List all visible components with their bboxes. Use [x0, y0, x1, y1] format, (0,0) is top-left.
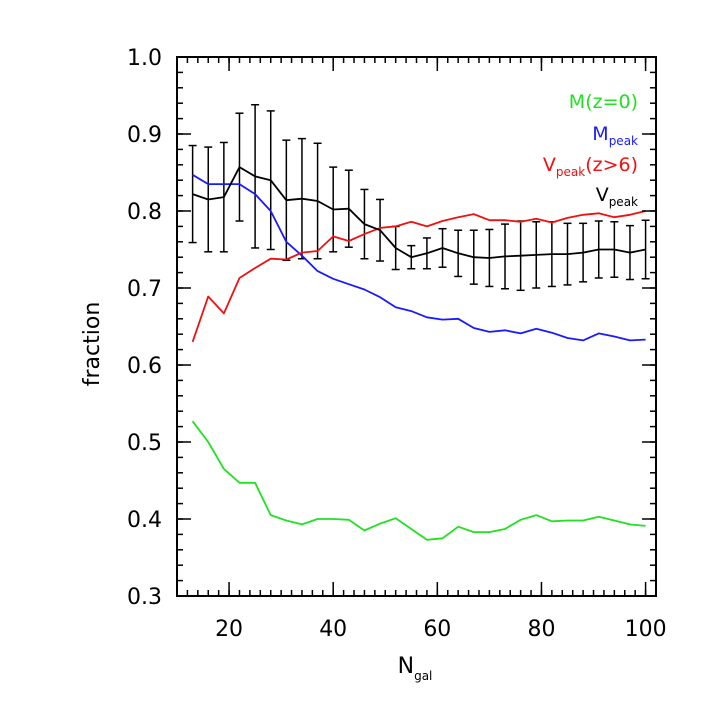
- vpeak-line: [192, 166, 646, 259]
- legend-entry-vpeak: Vpeak: [596, 184, 638, 209]
- mz0-line: [191, 420, 646, 541]
- x-tick-label: 80: [527, 617, 555, 642]
- x-axis-title-sub: gal: [414, 669, 432, 683]
- x-tick-label: 40: [319, 617, 347, 642]
- vpeak_z6-line: [191, 210, 646, 343]
- y-tick-label: 0.3: [127, 585, 162, 610]
- x-axis-title-main: N: [398, 654, 414, 679]
- y-axis-title: fraction: [80, 302, 105, 387]
- y-tick-label: 0.6: [127, 354, 162, 379]
- legend-entry-mpeak: Mpeak: [592, 123, 638, 148]
- x-axis-title: Ngal: [398, 654, 433, 683]
- y-tick-label: 1.0: [127, 46, 162, 71]
- series-layer: [188, 103, 650, 541]
- x-tick-label: 60: [423, 617, 451, 642]
- legend-entry-mz0: M(z=0): [569, 91, 638, 113]
- y-tick-label: 0.5: [127, 431, 162, 456]
- legend-label-suffix: (z>6): [585, 154, 638, 176]
- y-tick-label: 0.4: [127, 508, 162, 533]
- axes: 20 40 60 80 100 0.3 0.4 0.5 0.6 0.7 0.8 0.9 1.0: [127, 46, 667, 642]
- legend-label-main: M(z=0): [569, 91, 638, 113]
- x-tick-label: 20: [215, 617, 243, 642]
- plot-frame: [176, 56, 657, 597]
- legend-label-sub: peak: [556, 165, 585, 179]
- y-tick-label: 0.9: [127, 123, 162, 148]
- legend-label-main: M: [592, 123, 608, 145]
- legend-entry-vpeak_z6: Vpeak(z>6): [543, 154, 638, 179]
- legend-label-main: V: [543, 154, 556, 176]
- y-tick-label: 0.8: [127, 200, 162, 225]
- mpeak-line: [192, 174, 646, 342]
- y-tick-label: 0.7: [127, 277, 162, 302]
- legend-label-sub: peak: [609, 134, 638, 148]
- legend-label-main: V: [596, 184, 609, 206]
- legend-label-sub: peak: [609, 195, 638, 209]
- x-tick-label: 100: [625, 617, 667, 642]
